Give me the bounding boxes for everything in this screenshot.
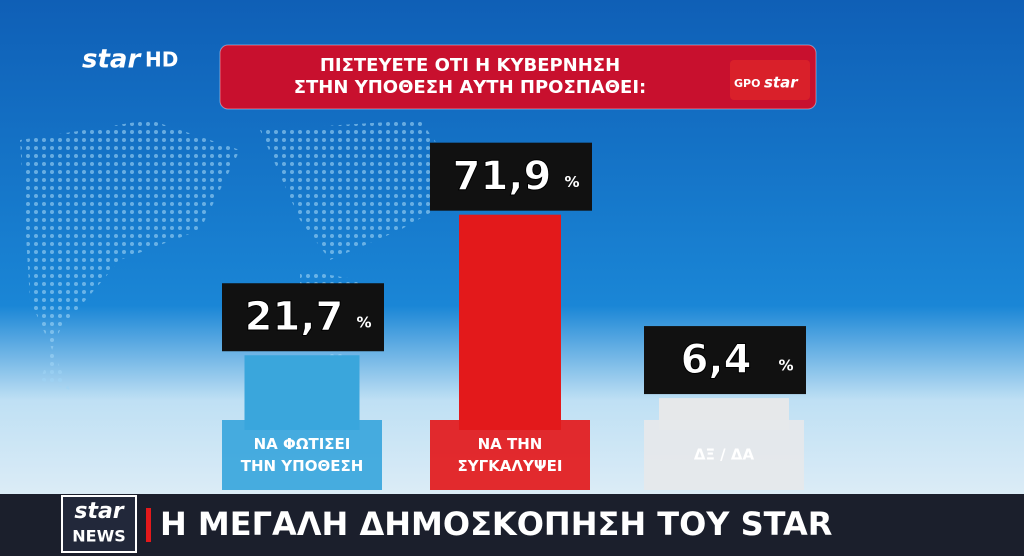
value-label: 21,7: [245, 294, 344, 340]
value-unit: %: [564, 173, 579, 191]
source-agency: GPO: [734, 77, 760, 90]
value-label: 6,4: [681, 337, 752, 383]
value-box: [430, 142, 592, 211]
ticker-headline: Η ΜΕΓΑΛΗ ΔΗΜΟΣΚΟΠΗΣΗ ΤΟΥ STAR: [160, 505, 832, 543]
category-box: [222, 420, 382, 490]
ticker-logo-sub: NEWS: [72, 527, 126, 546]
value-unit: %: [778, 357, 793, 375]
bar: [459, 214, 561, 430]
bar: [244, 355, 360, 430]
channel-logo-suffix: HD: [145, 48, 178, 72]
channel-logo: star: [82, 45, 142, 75]
ticker-logo-box: [61, 495, 137, 553]
category-label: ΝΑ ΦΩΤΙΣΕΙ ΤΗΝ ΥΠΟΘΕΣΗ: [241, 435, 364, 475]
value-box: [644, 326, 806, 395]
value-unit: %: [356, 314, 371, 332]
ticker-bar: [0, 494, 1024, 556]
source-channel: star: [764, 74, 799, 92]
category-box: [644, 420, 804, 490]
ticker-logo: star: [74, 499, 124, 524]
value-label: 71,9: [453, 154, 552, 200]
category-label: ΝΑ ΤΗΝ ΣΥΓΚΑΛΥΨΕΙ: [458, 435, 563, 475]
value-box: [222, 283, 384, 352]
chart-title: ΠΙΣΤΕΥΕΤΕ ΟΤΙ Η ΚΥΒΕΡΝΗΣΗ ΣΤΗΝ ΥΠΟΘΕΣΗ ΑΥ…: [294, 55, 647, 98]
category-box: [430, 420, 590, 490]
source-logo-box: [730, 60, 810, 100]
title-banner: [219, 44, 817, 110]
ticker-accent: [146, 508, 151, 542]
category-label: ΔΞ / ΔΑ: [694, 446, 755, 464]
